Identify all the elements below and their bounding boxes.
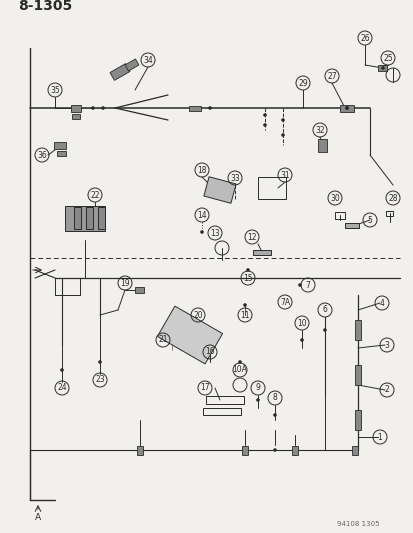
Text: 29: 29 (297, 78, 307, 87)
Bar (71, 104, 81, 111)
Text: 9: 9 (255, 384, 260, 392)
Circle shape (242, 303, 246, 307)
Text: 5: 5 (367, 215, 372, 224)
Bar (386, 211, 392, 215)
Text: 36: 36 (37, 150, 47, 159)
Bar (354, 410, 360, 430)
Bar (157, 306, 222, 364)
Text: A: A (35, 513, 41, 522)
Bar (65, 206, 105, 230)
Text: 16: 16 (205, 348, 214, 357)
Text: 6: 6 (322, 305, 327, 314)
Bar (354, 365, 360, 385)
Text: 27: 27 (326, 71, 336, 80)
Text: 22: 22 (90, 190, 100, 199)
Circle shape (323, 328, 326, 332)
Circle shape (101, 106, 104, 110)
Text: 24: 24 (57, 384, 66, 392)
Text: 2: 2 (384, 385, 389, 394)
Bar (189, 106, 201, 110)
Text: 10: 10 (297, 319, 306, 327)
Circle shape (237, 360, 241, 364)
Text: 34: 34 (143, 55, 152, 64)
Bar (74, 207, 81, 229)
Bar (54, 141, 66, 149)
Bar (98, 207, 105, 229)
Text: 17: 17 (200, 384, 209, 392)
Text: 94108 1305: 94108 1305 (336, 521, 378, 527)
Circle shape (299, 338, 303, 342)
Text: 26: 26 (359, 34, 369, 43)
Circle shape (263, 113, 266, 117)
Text: 1: 1 (377, 432, 382, 441)
Text: 12: 12 (247, 232, 256, 241)
Circle shape (98, 360, 102, 364)
Bar (351, 446, 357, 455)
Text: 32: 32 (314, 125, 324, 134)
Text: 28: 28 (387, 193, 397, 203)
Circle shape (263, 123, 266, 127)
Bar (242, 446, 247, 455)
Text: 35: 35 (50, 85, 60, 94)
Bar (202, 408, 240, 415)
Circle shape (273, 413, 276, 417)
Text: 33: 33 (230, 174, 239, 182)
Bar (354, 320, 360, 340)
Bar (257, 177, 285, 199)
Bar (339, 104, 353, 111)
Text: 8-1305: 8-1305 (18, 0, 72, 13)
Text: 18: 18 (197, 166, 206, 174)
Bar (203, 177, 235, 203)
Circle shape (246, 268, 249, 272)
Bar (125, 59, 139, 71)
Text: 7: 7 (305, 280, 310, 289)
Circle shape (208, 106, 211, 110)
Text: 23: 23 (95, 376, 104, 384)
Circle shape (256, 398, 259, 402)
Bar (135, 287, 144, 293)
Text: 7A: 7A (279, 297, 290, 306)
Circle shape (91, 106, 95, 110)
Text: 4: 4 (379, 298, 384, 308)
Text: 11: 11 (240, 311, 249, 319)
Text: 13: 13 (210, 229, 219, 238)
Circle shape (273, 448, 276, 452)
Circle shape (280, 118, 284, 122)
Text: 25: 25 (382, 53, 392, 62)
Bar (206, 396, 243, 404)
Bar (318, 139, 327, 151)
Text: 15: 15 (242, 273, 252, 282)
Bar (110, 63, 130, 80)
Circle shape (280, 133, 284, 137)
Text: 21: 21 (158, 335, 167, 344)
Bar (252, 249, 271, 254)
Text: 20: 20 (193, 311, 202, 319)
Text: 14: 14 (197, 211, 206, 220)
Text: 30: 30 (329, 193, 339, 203)
Circle shape (200, 230, 203, 234)
Text: 19: 19 (120, 279, 130, 287)
Text: 10A: 10A (232, 366, 247, 375)
Bar (57, 150, 66, 156)
Bar (291, 446, 297, 455)
Bar (334, 212, 344, 219)
Text: 31: 31 (280, 171, 289, 180)
Text: 3: 3 (384, 341, 389, 350)
Circle shape (344, 106, 348, 110)
Bar (86, 207, 93, 229)
Circle shape (380, 66, 384, 70)
Bar (344, 222, 358, 228)
Text: 8: 8 (272, 393, 277, 402)
Bar (377, 65, 387, 71)
Bar (72, 114, 80, 118)
Circle shape (297, 283, 301, 287)
Circle shape (60, 368, 64, 372)
Bar (137, 446, 142, 455)
